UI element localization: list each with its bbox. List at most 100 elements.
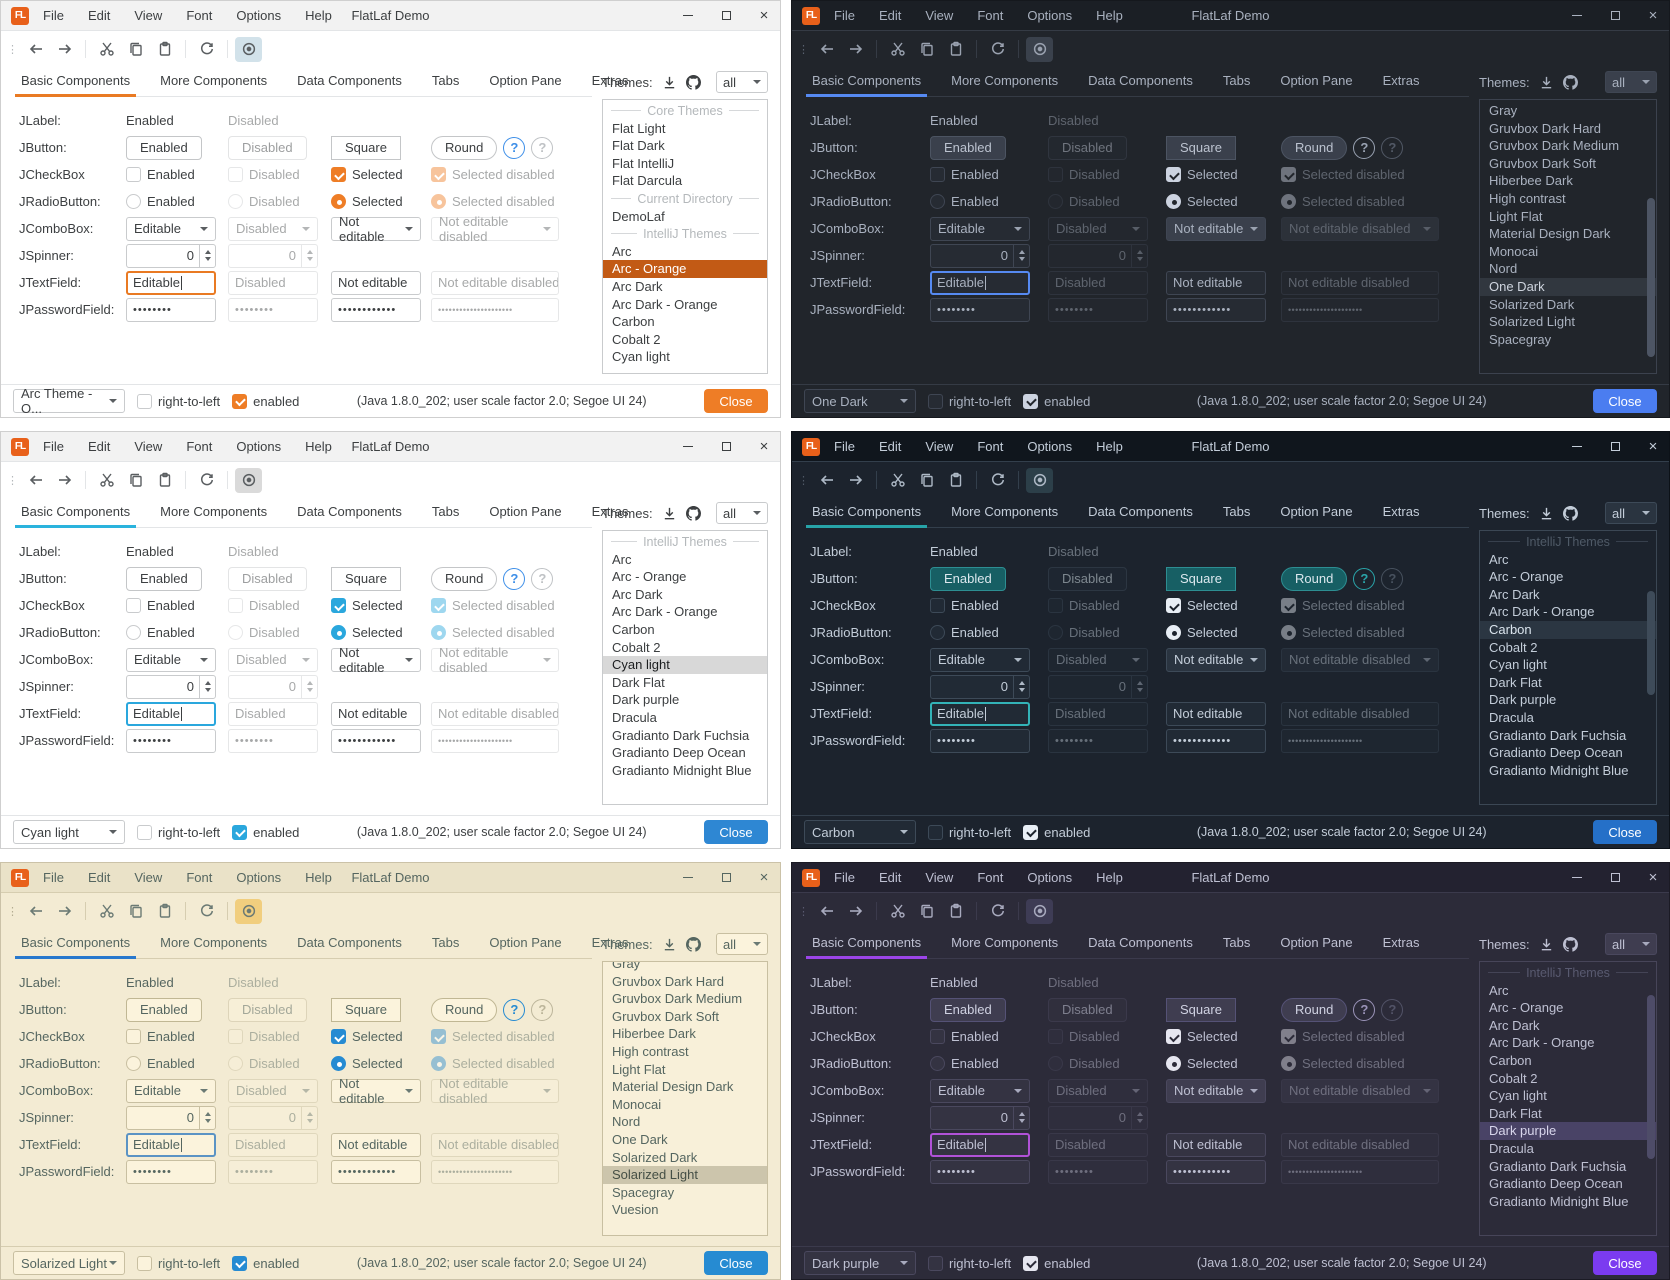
menu-edit[interactable]: Edit: [878, 439, 902, 454]
theme-item-flat-dark[interactable]: Flat Dark: [612, 138, 665, 154]
combobox-not-editable[interactable]: Not editable: [1166, 647, 1266, 672]
round-button[interactable]: Round: [431, 135, 498, 160]
round-button[interactable]: Round: [1281, 997, 1348, 1022]
radio-enabled[interactable]: Enabled: [126, 194, 228, 209]
menu-help[interactable]: Help: [305, 8, 332, 23]
theme-item-dracula[interactable]: Dracula: [1489, 709, 1534, 725]
cut-button[interactable]: [93, 899, 120, 924]
tab-basic-components[interactable]: Basic Components: [805, 73, 928, 97]
radio-enabled[interactable]: Enabled: [126, 1056, 228, 1071]
checkbox-selected[interactable]: Selected: [1166, 167, 1281, 182]
right-to-left-checkbox[interactable]: right-to-left: [928, 824, 1011, 840]
combobox-editable[interactable]: Editable: [126, 216, 216, 241]
theme-item-flat-darcula[interactable]: Flat Darcula: [612, 173, 683, 189]
copy-button[interactable]: [913, 37, 940, 62]
tab-tabs[interactable]: Tabs: [1222, 73, 1251, 88]
tab-data-components[interactable]: Data Components: [297, 935, 402, 950]
theme-item-dark-flat[interactable]: Dark Flat: [1489, 1105, 1542, 1121]
theme-filter-combo[interactable]: all: [716, 502, 768, 524]
theme-item-carbon[interactable]: Carbon: [612, 314, 655, 330]
minimize-button[interactable]: [1571, 10, 1583, 22]
square-button[interactable]: Square: [331, 566, 401, 591]
theme-item-material-design-dark[interactable]: Material Design Dark: [612, 1079, 734, 1095]
close-button[interactable]: Close: [704, 820, 768, 844]
theme-item-light-flat[interactable]: Light Flat: [612, 1061, 666, 1077]
theme-item-cobalt-2[interactable]: Cobalt 2: [1489, 639, 1538, 655]
theme-item-solarized-light[interactable]: Solarized Light: [603, 1166, 767, 1184]
github-link[interactable]: [685, 936, 701, 952]
tab-more-components[interactable]: More Components: [951, 935, 1059, 950]
theme-item-arc-dark[interactable]: Arc Dark: [1489, 1017, 1540, 1033]
toolbar-grip[interactable]: ⋮: [798, 905, 809, 918]
tab-basic-components[interactable]: Basic Components: [14, 504, 137, 528]
menu-help[interactable]: Help: [305, 870, 332, 885]
tab-option-pane[interactable]: Option Pane: [489, 935, 562, 950]
combobox-editable[interactable]: Editable: [930, 216, 1030, 241]
combobox-editable[interactable]: Editable: [930, 647, 1030, 672]
combobox-not-editable[interactable]: Not editable: [331, 214, 421, 244]
menu-options[interactable]: Options: [236, 439, 282, 454]
theme-item-arc-orange[interactable]: Arc - Orange: [1489, 1000, 1564, 1016]
tab-more-components[interactable]: More Components: [951, 504, 1059, 519]
theme-item-monocai[interactable]: Monocai: [1489, 243, 1539, 259]
theme-filter-combo[interactable]: all: [1605, 502, 1657, 524]
copy-button[interactable]: [122, 899, 149, 924]
refresh-button[interactable]: [193, 37, 220, 62]
close-window-button[interactable]: ×: [1648, 868, 1658, 886]
textfield-editable[interactable]: Editable: [126, 270, 216, 295]
scrollbar-thumb[interactable]: [1647, 994, 1655, 1159]
theme-filter-combo[interactable]: all: [716, 933, 768, 955]
tab-basic-components[interactable]: Basic Components: [805, 504, 928, 528]
theme-item-gruvbox-dark-hard[interactable]: Gruvbox Dark Hard: [1489, 120, 1601, 136]
help-button[interactable]: ?: [1353, 567, 1376, 590]
checkbox-enabled[interactable]: Enabled: [930, 167, 1048, 182]
paste-button[interactable]: [151, 899, 178, 924]
round-button[interactable]: Round: [1281, 566, 1348, 591]
menu-file[interactable]: File: [834, 8, 855, 23]
tab-extras[interactable]: Extras: [591, 504, 629, 519]
theme-item-monocai[interactable]: Monocai: [612, 1096, 662, 1112]
textfield-editable[interactable]: Editable: [126, 1132, 216, 1157]
menu-options[interactable]: Options: [1027, 870, 1073, 885]
scrollbar-thumb[interactable]: [1647, 198, 1655, 357]
menu-edit[interactable]: Edit: [87, 439, 111, 454]
theme-item-gruvbox-dark-medium[interactable]: Gruvbox Dark Medium: [612, 991, 743, 1007]
back-button[interactable]: [813, 37, 840, 62]
enabled-checkbox[interactable]: enabled: [232, 824, 299, 840]
back-button[interactable]: [813, 468, 840, 493]
maximize-button[interactable]: [720, 441, 732, 453]
theme-filter-combo[interactable]: all: [716, 71, 768, 93]
radio-enabled[interactable]: Enabled: [930, 625, 1048, 640]
right-to-left-checkbox[interactable]: right-to-left: [928, 393, 1011, 409]
checkbox-enabled[interactable]: Enabled: [126, 167, 228, 182]
tab-extras[interactable]: Extras: [1382, 504, 1420, 519]
textfield-not-editable[interactable]: Not editable: [331, 270, 421, 295]
theme-item-arc-orange[interactable]: Arc - Orange: [612, 569, 687, 585]
menu-view[interactable]: View: [925, 439, 954, 454]
passwordfield[interactable]: ••••••••: [126, 297, 216, 322]
radio-enabled[interactable]: Enabled: [930, 1056, 1048, 1071]
theme-combo[interactable]: Cyan light: [13, 820, 125, 844]
menu-file[interactable]: File: [43, 439, 64, 454]
spinner-buttons[interactable]: [199, 244, 215, 267]
theme-item-high-contrast[interactable]: High contrast: [612, 1043, 689, 1059]
refresh-button[interactable]: [984, 37, 1011, 62]
tab-tabs[interactable]: Tabs: [1222, 935, 1251, 950]
radio-selected[interactable]: Selected: [1166, 625, 1281, 640]
theme-item-arc-orange[interactable]: Arc - Orange: [603, 260, 767, 278]
download-theme-button[interactable]: [1539, 75, 1554, 90]
cut-button[interactable]: [884, 468, 911, 493]
theme-item-hiberbee-dark[interactable]: Hiberbee Dark: [612, 1026, 696, 1042]
copy-button[interactable]: [913, 468, 940, 493]
square-button[interactable]: Square: [1166, 135, 1236, 160]
download-theme-button[interactable]: [662, 75, 677, 90]
refresh-button[interactable]: [193, 468, 220, 493]
passwordfield[interactable]: ••••••••: [930, 728, 1030, 753]
passwordfield-not-editable[interactable]: ••••••••••••: [331, 297, 421, 322]
paste-button[interactable]: [942, 899, 969, 924]
spinner[interactable]: 0: [126, 243, 216, 268]
menu-options[interactable]: Options: [236, 870, 282, 885]
right-to-left-checkbox[interactable]: right-to-left: [928, 1255, 1011, 1271]
theme-combo[interactable]: One Dark: [804, 389, 916, 413]
theme-item-solarized-dark[interactable]: Solarized Dark: [1489, 296, 1575, 312]
